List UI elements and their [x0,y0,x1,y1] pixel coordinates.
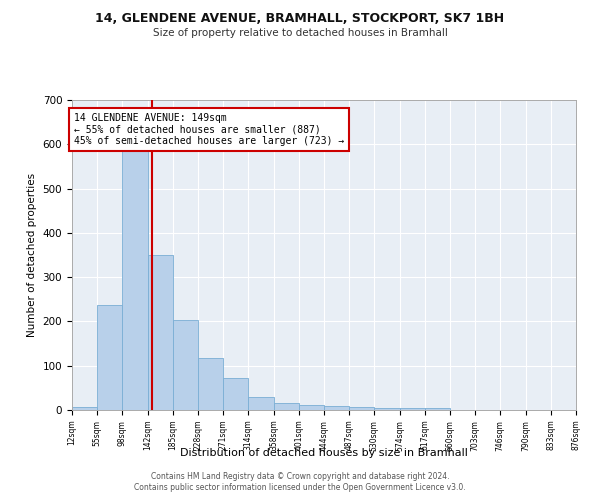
Bar [122,148,148,410]
Bar [97,305,122,410]
Bar [400,408,425,410]
Text: 14 GLENDENE AVENUE: 149sqm
← 55% of detached houses are smaller (887)
45% of sem: 14 GLENDENE AVENUE: 149sqm ← 55% of deta… [74,114,344,146]
Y-axis label: Number of detached properties: Number of detached properties [27,173,37,337]
Bar [425,408,450,410]
Bar [198,358,223,410]
Text: Size of property relative to detached houses in Bramhall: Size of property relative to detached ho… [152,28,448,38]
Bar [274,403,299,410]
Bar [349,408,374,410]
Bar [72,407,97,410]
Text: Contains public sector information licensed under the Open Government Licence v3: Contains public sector information licen… [134,484,466,492]
Bar [148,255,173,410]
Bar [248,397,274,410]
Bar [173,320,198,410]
Bar [223,378,248,410]
Bar [374,408,400,410]
Text: Contains HM Land Registry data © Crown copyright and database right 2024.: Contains HM Land Registry data © Crown c… [151,472,449,481]
Bar [324,406,349,410]
Text: Distribution of detached houses by size in Bramhall: Distribution of detached houses by size … [180,448,468,458]
Text: 14, GLENDENE AVENUE, BRAMHALL, STOCKPORT, SK7 1BH: 14, GLENDENE AVENUE, BRAMHALL, STOCKPORT… [95,12,505,26]
Bar [299,405,324,410]
